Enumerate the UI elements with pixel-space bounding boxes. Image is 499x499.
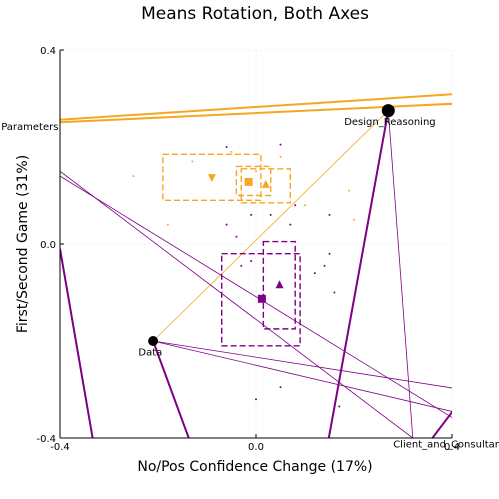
mean-square-marker (244, 177, 253, 186)
mean-triangle-down-marker (207, 174, 216, 183)
x-tick-label: 0.0 (248, 442, 264, 453)
x-tick-label: -0.4 (50, 442, 70, 453)
x-tick-label: 0.4 (444, 442, 460, 453)
data-point (328, 213, 331, 216)
data-point (255, 170, 257, 173)
data-point (304, 204, 306, 207)
data-point (132, 175, 135, 178)
data-point (279, 143, 282, 146)
data-point (313, 272, 316, 275)
data-point (269, 213, 272, 216)
data-point (353, 218, 355, 221)
thick-line (431, 410, 452, 438)
data-point (240, 264, 243, 267)
data-point (338, 405, 341, 408)
thick-line (152, 340, 190, 438)
data-point (289, 223, 292, 226)
thick-line (60, 248, 94, 438)
data-point (230, 199, 233, 202)
data-point (269, 252, 272, 255)
plot-area: Design_Reasoning Data Parameters Client_and… (1, 46, 499, 453)
y-tick-label: 0.4 (40, 46, 56, 57)
confidence-box (235, 165, 272, 197)
plot-content (60, 93, 452, 438)
y-axis-title: First/Second Game (31%) (15, 155, 31, 333)
data-point (255, 398, 257, 401)
y-tick-label: -0.4 (36, 434, 56, 445)
chart-title: Means Rotation, Both Axes (141, 4, 369, 24)
data-point (166, 223, 169, 226)
mean-triangle-up-marker (275, 280, 284, 289)
data-point (328, 252, 331, 255)
data-point (279, 155, 282, 158)
mean-triangle-up-marker (261, 179, 270, 188)
confidence-box (240, 168, 292, 204)
thick-line (60, 93, 452, 121)
data-point (230, 150, 233, 153)
data-point (333, 291, 336, 294)
x-axis-title: No/Pos Confidence Change (17%) (137, 459, 372, 475)
data-point (250, 213, 253, 216)
thick-line (327, 110, 390, 438)
thin-line (153, 340, 452, 412)
confidence-box (220, 252, 301, 347)
anchor-point (148, 336, 159, 346)
mean-square-marker (257, 294, 266, 303)
data-point (279, 386, 282, 389)
thin-line (153, 340, 452, 389)
data-point (348, 189, 351, 192)
data-point (250, 259, 253, 262)
thin-line (152, 110, 389, 342)
data-point (294, 204, 297, 207)
thin-line (60, 170, 414, 438)
thin-line (387, 110, 414, 438)
data-point (225, 223, 228, 226)
data-point (225, 146, 228, 148)
data-point (191, 160, 194, 163)
data-point (323, 264, 326, 267)
anchor-label: Data (138, 348, 162, 359)
confidence-box (262, 240, 296, 330)
data-point (235, 235, 238, 238)
anchor-point (381, 104, 395, 118)
y-tick-label: 0.0 (40, 240, 56, 251)
confidence-box (162, 153, 262, 202)
anchor-label: Design_Reasoning (344, 117, 435, 128)
anchor-label: Parameters (1, 122, 58, 133)
data-point (289, 175, 292, 178)
anchor-label: Client_and_Consultant_Requests (393, 440, 499, 451)
